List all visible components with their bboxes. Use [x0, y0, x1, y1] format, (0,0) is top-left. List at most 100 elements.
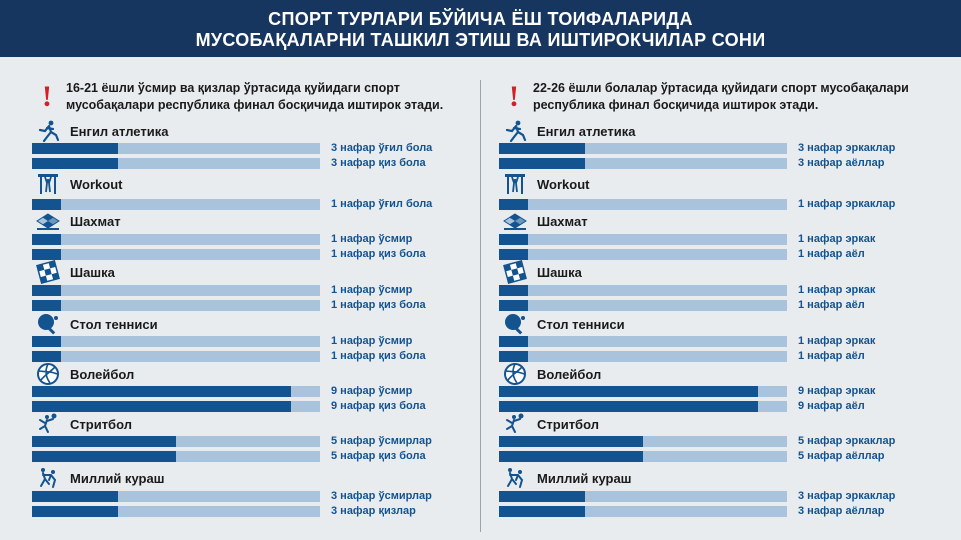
participant-bar-fill	[32, 386, 291, 397]
participant-bar	[499, 249, 787, 260]
participant-count-label: 3 нафар қизлар	[331, 505, 416, 517]
participant-bar-fill	[32, 351, 61, 362]
chess-board-icon	[503, 209, 527, 233]
wrestling-icon	[36, 466, 60, 490]
sport-name: Волейбол	[537, 367, 602, 382]
participant-bar-fill	[499, 401, 758, 412]
volleyball-icon	[503, 362, 527, 386]
participant-bar	[32, 491, 320, 502]
sport-name: Волейбол	[70, 367, 135, 382]
athletics-icon	[503, 119, 527, 143]
participant-count-label: 3 нафар эркаклар	[798, 490, 896, 502]
infographic-header: СПОРТ ТУРЛАРИ БЎЙИЧА ЁШ ТОИФАЛАРИДА МУСО…	[0, 0, 961, 57]
participant-count-label: 1 нафар ўсмир	[331, 233, 413, 245]
table-tennis-icon	[503, 312, 527, 336]
exclamation-icon: !	[509, 80, 519, 113]
participant-bar	[499, 143, 787, 154]
table-tennis-icon	[36, 312, 60, 336]
sport-name: Енгил атлетика	[70, 124, 169, 139]
participant-bar	[499, 436, 787, 447]
participant-bar	[32, 300, 320, 311]
participant-count-label: 9 нафар ўсмир	[331, 385, 413, 397]
participant-count-label: 1 нафар эркак	[798, 335, 876, 347]
participant-count-label: 3 нафар қиз бола	[331, 157, 426, 169]
participant-bar-fill	[499, 386, 758, 397]
participant-bar-fill	[32, 436, 176, 447]
participant-bar-fill	[32, 451, 176, 462]
participant-bar	[32, 436, 320, 447]
participant-bar	[32, 351, 320, 362]
athletics-icon	[36, 119, 60, 143]
participant-bar-fill	[499, 351, 528, 362]
participant-bar-fill	[499, 158, 585, 169]
participant-bar-fill	[499, 143, 585, 154]
title-line-2: МУСОБАҚАЛАРНИ ТАШКИЛ ЭТИШ ВА ИШТИРОКЧИЛА…	[195, 30, 766, 50]
participant-bar	[499, 158, 787, 169]
participant-bar	[499, 199, 787, 210]
workout-icon	[36, 172, 60, 196]
workout-icon	[503, 172, 527, 196]
participant-count-label: 1 нафар ўсмир	[331, 284, 413, 296]
sport-name: Workout	[70, 177, 123, 192]
participant-bar-fill	[32, 401, 291, 412]
participant-bar	[32, 506, 320, 517]
participant-bar	[499, 451, 787, 462]
participant-count-label: 5 нафар ўсмирлар	[331, 435, 432, 447]
participant-count-label: 5 нафар қиз бола	[331, 450, 426, 462]
participant-count-label: 1 нафар аёл	[798, 299, 865, 311]
participant-count-label: 9 нафар аёл	[798, 400, 865, 412]
participant-count-label: 3 нафар ўғил бола	[331, 142, 433, 154]
participant-count-label: 1 нафар ўсмир	[331, 335, 413, 347]
participant-bar	[499, 351, 787, 362]
exclamation-icon: !	[42, 80, 52, 113]
participant-bar	[32, 285, 320, 296]
participant-bar-fill	[32, 143, 118, 154]
participant-bar	[499, 336, 787, 347]
participant-count-label: 3 нафар ўсмирлар	[331, 490, 432, 502]
participant-bar	[32, 158, 320, 169]
sport-name: Шахмат	[70, 214, 121, 229]
sport-name: Шахмат	[537, 214, 588, 229]
sport-name: Стол тенниси	[70, 317, 158, 332]
participant-bar-fill	[32, 285, 61, 296]
left-intro-text: 16-21 ёшли ўсмир ва қизлар ўртасида қуйи…	[66, 81, 444, 112]
sport-name: Миллий кураш	[70, 471, 165, 486]
participant-bar	[32, 234, 320, 245]
participant-count-label: 1 нафар аёл	[798, 248, 865, 260]
participant-count-label: 5 нафар аёллар	[798, 450, 885, 462]
participant-bar-fill	[32, 336, 61, 347]
participant-bar-fill	[32, 249, 61, 260]
participant-bar-fill	[32, 491, 118, 502]
participant-bar	[32, 249, 320, 260]
sport-name: Шашка	[70, 265, 115, 280]
participant-bar	[499, 506, 787, 517]
checkers-icon	[36, 260, 60, 284]
participant-bar	[32, 199, 320, 210]
sport-name: Workout	[537, 177, 590, 192]
participant-count-label: 1 нафар эркак	[798, 233, 876, 245]
participant-count-label: 3 нафар аёллар	[798, 505, 885, 517]
participant-bar	[499, 285, 787, 296]
participant-count-label: 1 нафар қиз бола	[331, 350, 426, 362]
participant-count-label: 3 нафар аёллар	[798, 157, 885, 169]
participant-bar	[499, 234, 787, 245]
participant-count-label: 3 нафар эркаклар	[798, 142, 896, 154]
chess-board-icon	[36, 209, 60, 233]
sport-name: Шашка	[537, 265, 582, 280]
left-column: ! 16-21 ёшли ўсмир ва қизлар ўртасида қу…	[0, 0, 470, 540]
participant-bar-fill	[499, 491, 585, 502]
volleyball-icon	[36, 362, 60, 386]
participant-count-label: 9 нафар қиз бола	[331, 400, 426, 412]
participant-bar	[32, 386, 320, 397]
sport-name: Стритбол	[537, 417, 599, 432]
participant-bar-fill	[32, 199, 61, 210]
participant-count-label: 1 нафар ўғил бола	[331, 198, 433, 210]
participant-bar-fill	[32, 506, 118, 517]
participant-bar	[499, 491, 787, 502]
sport-name: Стол тенниси	[537, 317, 625, 332]
participant-bar-fill	[32, 158, 118, 169]
participant-bar-fill	[499, 199, 528, 210]
column-divider	[480, 80, 481, 532]
participant-bar-fill	[499, 506, 585, 517]
participant-bar-fill	[499, 234, 528, 245]
